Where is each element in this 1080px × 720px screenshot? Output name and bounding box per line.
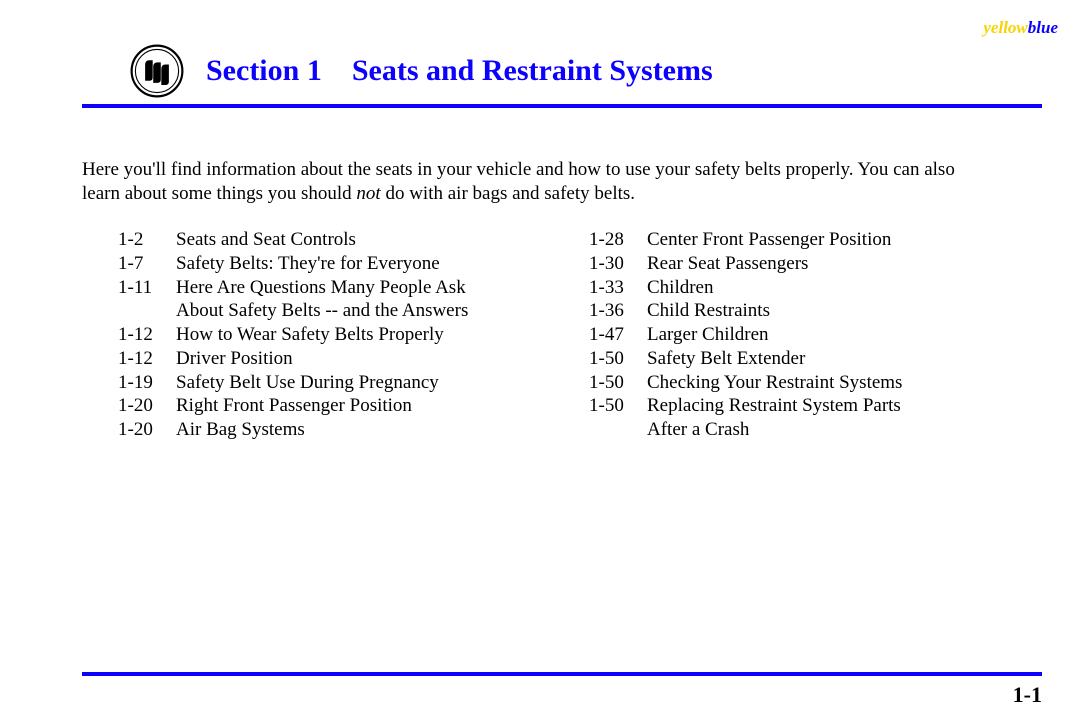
toc-text: Air Bag Systems: [176, 418, 571, 442]
toc-page: 1-36: [589, 299, 647, 323]
toc-page: 1-28: [589, 228, 647, 252]
section-name: Seats and Restraint Systems: [352, 54, 713, 87]
toc-text: Here Are Questions Many People Ask: [176, 276, 571, 300]
toc-page: 1-19: [118, 371, 176, 395]
toc-page: 1-50: [589, 371, 647, 395]
toc-text: After a Crash: [647, 418, 1042, 442]
intro-line1: Here you'll find information about the s…: [82, 159, 955, 180]
intro-paragraph: Here you'll find information about the s…: [82, 158, 1042, 206]
toc-entry: 1-2Seats and Seat Controls: [118, 228, 571, 252]
toc-page: 1-50: [589, 394, 647, 418]
toc-page: 1-50: [589, 347, 647, 371]
toc-entry: 1-50Replacing Restraint System Parts: [589, 394, 1042, 418]
toc-page: 1-11: [118, 276, 176, 300]
toc-page: 1-7: [118, 252, 176, 276]
toc-entry: 1-50Safety Belt Extender: [589, 347, 1042, 371]
toc-text: Replacing Restraint System Parts: [647, 394, 1042, 418]
toc-text: Rear Seat Passengers: [647, 252, 1042, 276]
toc-page: [118, 299, 176, 323]
toc-entry: After a Crash: [589, 418, 1042, 442]
toc-page: 1-20: [118, 418, 176, 442]
intro-line2b: do with air bags and safety belts.: [381, 183, 635, 204]
corner-blue: blue: [1028, 18, 1058, 37]
toc-entry: 1-47Larger Children: [589, 323, 1042, 347]
toc-entry: 1-30Rear Seat Passengers: [589, 252, 1042, 276]
divider-bottom: [82, 672, 1042, 676]
page-number: 1-1: [1013, 682, 1042, 708]
toc-page: 1-2: [118, 228, 176, 252]
toc-entry: 1-36Child Restraints: [589, 299, 1042, 323]
toc-entry: 1-20Right Front Passenger Position: [118, 394, 571, 418]
toc-entry: 1-20Air Bag Systems: [118, 418, 571, 442]
toc-text: Driver Position: [176, 347, 571, 371]
toc-entry: 1-28Center Front Passenger Position: [589, 228, 1042, 252]
divider-top: [82, 104, 1042, 108]
toc-entry: 1-50Checking Your Restraint Systems: [589, 371, 1042, 395]
toc-entry: 1-7Safety Belts: They're for Everyone: [118, 252, 571, 276]
toc-entry: 1-33Children: [589, 276, 1042, 300]
toc-page: 1-30: [589, 252, 647, 276]
toc-text: Safety Belts: They're for Everyone: [176, 252, 571, 276]
section-title: Section 1 Seats and Restraint Systems: [206, 54, 713, 88]
toc-entry: 1-12How to Wear Safety Belts Properly: [118, 323, 571, 347]
toc-entry: 1-12Driver Position: [118, 347, 571, 371]
toc-page: 1-12: [118, 347, 176, 371]
toc-text: Seats and Seat Controls: [176, 228, 571, 252]
toc-text: Center Front Passenger Position: [647, 228, 1042, 252]
table-of-contents: 1-2Seats and Seat Controls1-7Safety Belt…: [82, 228, 1042, 442]
buick-logo-icon: [130, 44, 184, 98]
toc-text: How to Wear Safety Belts Properly: [176, 323, 571, 347]
toc-page: 1-33: [589, 276, 647, 300]
toc-text: Child Restraints: [647, 299, 1042, 323]
header: Section 1 Seats and Restraint Systems: [130, 44, 1050, 98]
toc-entry: About Safety Belts -- and the Answers: [118, 299, 571, 323]
toc-column-right: 1-28Center Front Passenger Position1-30R…: [571, 228, 1042, 442]
corner-yellow: yellow: [983, 18, 1027, 37]
section-label: Section 1: [206, 54, 322, 87]
toc-page: 1-47: [589, 323, 647, 347]
toc-text: Children: [647, 276, 1042, 300]
corner-brand: yellowblue: [983, 18, 1058, 38]
toc-column-left: 1-2Seats and Seat Controls1-7Safety Belt…: [82, 228, 571, 442]
toc-entry: 1-11Here Are Questions Many People Ask: [118, 276, 571, 300]
toc-page: [589, 418, 647, 442]
intro-not: not: [356, 183, 380, 204]
toc-page: 1-12: [118, 323, 176, 347]
toc-text: Safety Belt Extender: [647, 347, 1042, 371]
toc-text: About Safety Belts -- and the Answers: [176, 299, 571, 323]
toc-text: Checking Your Restraint Systems: [647, 371, 1042, 395]
toc-text: Safety Belt Use During Pregnancy: [176, 371, 571, 395]
toc-text: Right Front Passenger Position: [176, 394, 571, 418]
toc-entry: 1-19Safety Belt Use During Pregnancy: [118, 371, 571, 395]
toc-page: 1-20: [118, 394, 176, 418]
toc-text: Larger Children: [647, 323, 1042, 347]
intro-line2a: learn about some things you should: [82, 183, 356, 204]
